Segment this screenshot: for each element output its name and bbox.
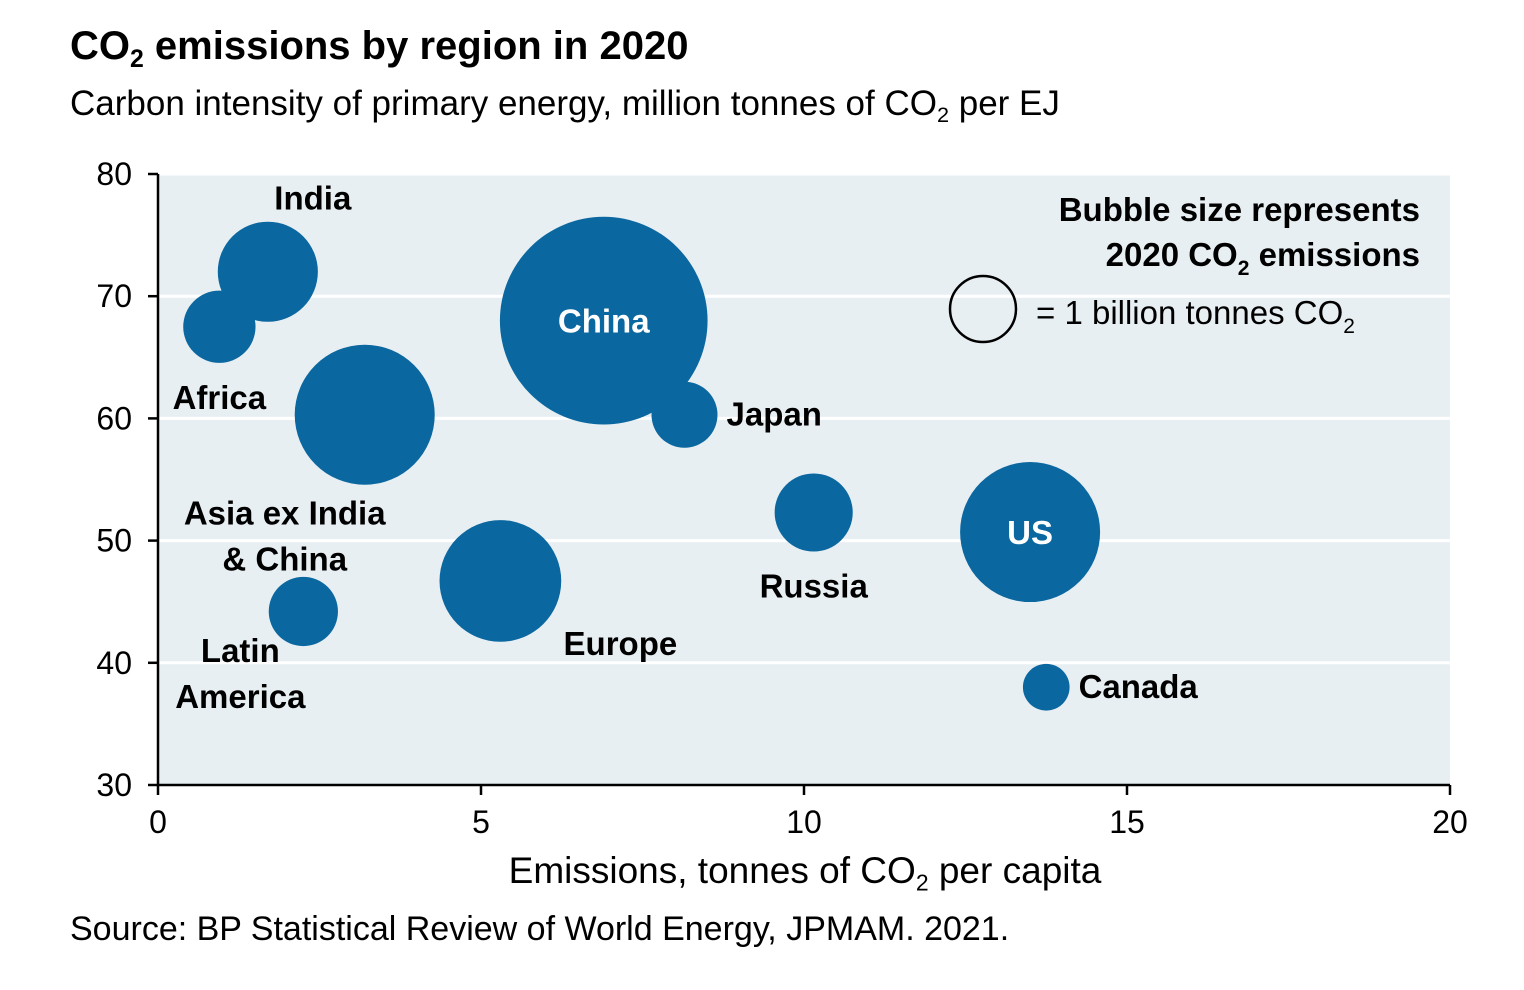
bubble-latin-america — [268, 576, 338, 647]
chart-title: CO2 emissions by region in 2020 — [70, 24, 689, 73]
chart-subtitle: Carbon intensity of primary energy, mill… — [70, 84, 1060, 127]
legend-title-line2: 2020 CO2 emissions — [1106, 236, 1420, 280]
bubble-label-japan: Japan — [726, 396, 821, 433]
y-tick-label-60: 60 — [96, 400, 132, 436]
y-tick-label-80: 80 — [96, 156, 132, 192]
y-tick-label-40: 40 — [96, 645, 132, 681]
bubble-label-russia: Russia — [760, 568, 869, 605]
bubbles — [183, 216, 1101, 711]
bubble-label-india: India — [274, 180, 352, 217]
y-tick-label-70: 70 — [96, 278, 132, 314]
source-note: Source: BP Statistical Review of World E… — [70, 910, 1010, 948]
bubble-europe — [439, 520, 562, 642]
size-legend: Bubble size represents 2020 CO2 emission… — [948, 191, 1420, 344]
bubble-japan — [651, 381, 718, 448]
bubble-asia-ex-india-china — [294, 344, 435, 485]
bubble-canada — [1022, 663, 1070, 711]
bubble-label-china: China — [558, 303, 650, 340]
bubble-label-latin-america: Latin America — [175, 632, 306, 715]
bubble-us — [960, 462, 1101, 603]
x-tick-label-5: 5 — [472, 804, 490, 840]
x-tick-label-15: 15 — [1109, 804, 1145, 840]
axes: 30 40 50 60 70 80 0 5 10 15 20 — [96, 156, 1467, 840]
legend-item-text: = 1 billion tonnes CO2 — [1036, 294, 1355, 338]
bubble-label-asia-ex-india-china: Asia ex India & China — [184, 495, 386, 578]
y-tick-label-30: 30 — [96, 767, 132, 803]
bubble-label-europe: Europe — [564, 625, 678, 662]
y-tick-label-50: 50 — [96, 523, 132, 559]
legend-title-line1: Bubble size represents — [1059, 191, 1420, 228]
x-tick-label-20: 20 — [1432, 804, 1468, 840]
bubble-label-africa: Africa — [173, 379, 267, 416]
bubble-russia — [774, 473, 853, 552]
x-tick-label-10: 10 — [786, 804, 822, 840]
bubble-india — [217, 221, 318, 322]
bubble-label-canada: Canada — [1079, 668, 1199, 705]
x-tick-label-0: 0 — [149, 804, 167, 840]
bubble-label-us: US — [1007, 514, 1053, 551]
x-axis-label: Emissions, tonnes of CO2 per capita — [508, 850, 1102, 896]
legend-reference-bubble — [948, 274, 1018, 344]
bubble-labels: India Africa Asia ex India & China China Japa… — [173, 180, 1199, 715]
bubble-africa — [183, 290, 256, 363]
bubble-china — [499, 216, 708, 425]
